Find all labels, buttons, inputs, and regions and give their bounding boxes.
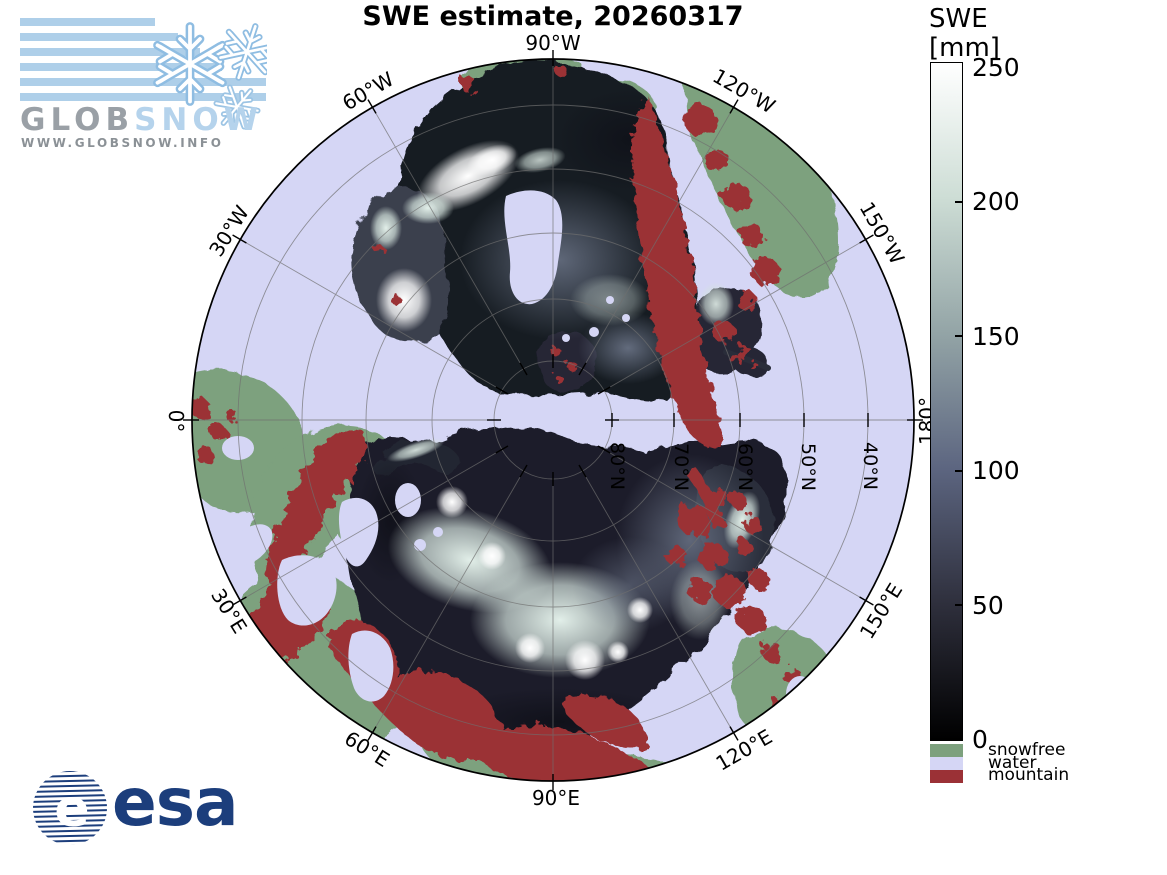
colorbar-label-200: 200 [972,187,1020,216]
esa-globe-icon: e [33,771,107,845]
esa-globe-e: e [54,779,89,839]
legend-label-snowfree: snowfree [988,740,1066,760]
colorbar-tick-100 [955,470,962,472]
legend-swatch-snowfree [930,744,963,757]
logo-stripe [20,63,222,71]
colorbar-title-line2: [mm] [929,33,1000,63]
esa-logo: e esa [30,764,250,850]
colorbar [930,62,963,741]
legend-label-water: water [988,753,1037,773]
logo-stripe [20,93,266,101]
parallel-label-50n: 50°N [797,443,819,491]
colorbar-label-100: 100 [972,456,1020,485]
logo-stripe [20,18,155,26]
logo-stripe [20,33,178,41]
meridian-label-90e: 90°E [531,786,581,810]
colorbar-tick-200 [955,201,962,203]
colorbar-tick-50 [955,604,962,606]
logo-stripe [20,48,200,56]
parallel-label-60n: 60°N [734,443,756,491]
globsnow-website: WWW.GLOBSNOW.INFO [21,136,224,150]
colorbar-label-50: 50 [972,591,1004,620]
legend-label-mountain: mountain [988,765,1070,785]
colorbar-tick-150 [955,335,962,337]
colorbar-title: SWE [mm] [929,5,1000,63]
parallel-label-40n: 40°N [859,442,881,490]
globsnow-wordmark: GLOBSNOW [20,102,263,138]
colorbar-label-0: 0 [972,725,988,754]
legend-swatch-mountain [930,770,963,783]
colorbar-label-150: 150 [972,322,1020,351]
esa-wordmark: esa [112,764,239,841]
meridian-label-90w: 90°W [525,31,581,55]
globsnow-wordmark-snow: SNOW [134,102,263,138]
globsnow-logo: GLOBSNOW WWW.GLOBSNOW.INFO [15,12,267,150]
graticule [192,59,914,781]
logo-stripe [20,78,266,86]
parallel-label-70n: 70°N [670,443,692,491]
page-title: SWE estimate, 20260317 [362,1,744,32]
legend-swatch-water [930,757,963,770]
parallel-label-80n: 80°N [606,442,628,490]
map-ticks [183,50,923,790]
globsnow-wordmark-glob: GLOB [20,102,135,138]
colorbar-label-250: 250 [972,53,1020,82]
meridian-label-0: 0° [164,409,188,433]
colorbar-title-line1: SWE [929,4,988,34]
